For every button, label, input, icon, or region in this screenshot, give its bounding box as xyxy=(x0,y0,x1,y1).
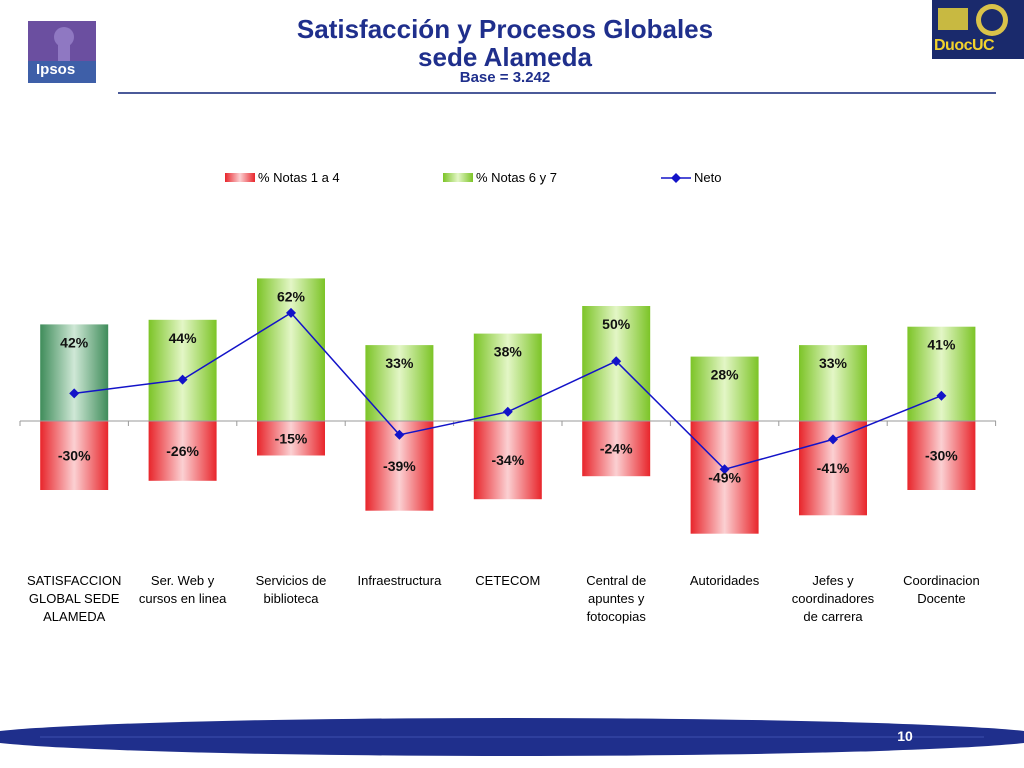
data-label-neg: -30% xyxy=(925,448,958,464)
data-label-pos: 50% xyxy=(602,316,631,332)
category-label: SATISFACCION GLOBAL SEDE ALAMEDA xyxy=(27,573,121,624)
legend: % Notas 1 a 4 % Notas 6 y 7 Neto xyxy=(225,170,721,185)
duoc-uc-logo: DuocUC xyxy=(932,0,1024,59)
chart-title: Satisfacción y Procesos Globales xyxy=(296,14,714,44)
bar-neg xyxy=(690,421,759,534)
category-labels: SATISFACCION GLOBAL SEDE ALAMEDA Ser. Web y… xyxy=(27,573,980,624)
bars xyxy=(40,278,976,534)
data-labels: 42% -30% 44% -26% 62% -15% 33% -39% 38% -34% 50% -2… xyxy=(58,288,958,485)
neto-marker xyxy=(69,388,80,399)
category-label: Central de apuntes y fotocopias xyxy=(586,573,646,624)
duoc-crest-icon xyxy=(932,0,1024,38)
data-label-neg: -49% xyxy=(708,469,741,485)
base-label: Base = 3.242 xyxy=(459,69,551,86)
legend-label-pos: % Notas 6 y 7 xyxy=(476,170,557,185)
bar-pos xyxy=(473,333,542,421)
category-label-line: cursos en linea xyxy=(139,591,227,606)
legend-swatch-neg xyxy=(225,173,255,182)
category-label-line: Ser. Web y xyxy=(151,573,215,588)
legend-marker-neto xyxy=(671,173,681,183)
category-label-line: Coordinacion xyxy=(903,573,980,588)
data-label-neg: -34% xyxy=(491,452,524,468)
category-label: Autoridades xyxy=(690,573,760,588)
data-label-neg: -15% xyxy=(275,430,308,446)
legend-label-neg: % Notas 1 a 4 xyxy=(258,170,340,185)
ipsos-wordmark: Ipsos xyxy=(36,61,76,78)
data-label-neg: -41% xyxy=(817,460,850,476)
category-label-line: Jefes y xyxy=(812,573,854,588)
data-label-pos: 28% xyxy=(711,367,740,383)
category-label-line: Autoridades xyxy=(690,573,760,588)
ipsos-face-icon xyxy=(28,21,96,61)
header-divider xyxy=(118,92,996,94)
data-label-pos: 38% xyxy=(494,344,523,360)
category-label: Coordinacion Docente xyxy=(903,573,980,606)
bar-pos xyxy=(799,345,867,421)
bar-neg xyxy=(907,421,976,490)
neto-marker xyxy=(394,429,405,440)
category-label-line: ALAMEDA xyxy=(43,609,105,624)
ipsos-logo: Ipsos xyxy=(28,21,96,83)
category-label-line: coordinadores xyxy=(792,591,875,606)
data-label-pos: 44% xyxy=(169,330,198,346)
page-number: 10 xyxy=(897,728,913,744)
data-label-neg: -26% xyxy=(166,443,199,459)
category-label: CETECOM xyxy=(475,573,540,588)
category-label-line: Servicios de xyxy=(256,573,327,588)
data-label-pos: 42% xyxy=(60,334,89,350)
bar-neg xyxy=(582,421,651,477)
footer-band xyxy=(0,718,1024,756)
category-label-line: de carrera xyxy=(803,609,863,624)
neto-marker xyxy=(828,434,838,445)
data-label-neg: -24% xyxy=(600,441,633,457)
data-label-pos: 33% xyxy=(819,355,848,371)
data-label-neg: -39% xyxy=(383,458,416,474)
category-label: Servicios de biblioteca xyxy=(256,573,327,606)
bar-pos xyxy=(257,278,325,421)
category-label-line: CETECOM xyxy=(475,573,540,588)
category-label: Infraestructura xyxy=(357,573,442,588)
bar-neg xyxy=(148,421,217,481)
category-label: Jefes y coordinadores de carrera xyxy=(792,573,875,624)
bar-pos xyxy=(690,356,759,421)
duoc-wordmark: DuocUC xyxy=(934,37,995,54)
bar-pos xyxy=(40,324,109,421)
bar-neg xyxy=(473,421,542,500)
chart-title-line2: sede Alameda xyxy=(418,42,592,72)
category-label-line: Central de xyxy=(586,573,646,588)
neto-marker xyxy=(611,356,622,367)
chart: % Notas 1 a 4 % Notas 6 y 7 Neto 42% -30%… xyxy=(19,170,997,624)
bar-neg xyxy=(257,421,325,456)
bar-pos xyxy=(148,319,217,421)
neto-marker xyxy=(719,464,730,475)
bar-neg xyxy=(40,421,109,490)
neto-marker xyxy=(286,307,296,318)
category-label-line: fotocopias xyxy=(587,609,647,624)
neto-marker xyxy=(936,390,947,401)
neto-series xyxy=(69,307,947,475)
neto-marker xyxy=(502,406,513,417)
category-label-line: biblioteca xyxy=(264,591,320,606)
category-label-line: Docente xyxy=(917,591,965,606)
data-label-neg: -30% xyxy=(58,448,91,464)
neto-marker xyxy=(177,374,188,385)
legend-swatch-pos xyxy=(443,173,473,182)
category-label-line: SATISFACCION xyxy=(27,573,121,588)
data-label-pos: 41% xyxy=(927,337,956,353)
category-label-line: Infraestructura xyxy=(357,573,442,588)
category-label: Ser. Web y cursos en linea xyxy=(139,573,227,606)
category-label-line: GLOBAL SEDE xyxy=(29,591,120,606)
legend-label-neto: Neto xyxy=(694,170,721,185)
category-label-line: apuntes y xyxy=(588,591,645,606)
data-label-pos: 33% xyxy=(385,355,414,371)
data-label-pos: 62% xyxy=(277,288,306,304)
